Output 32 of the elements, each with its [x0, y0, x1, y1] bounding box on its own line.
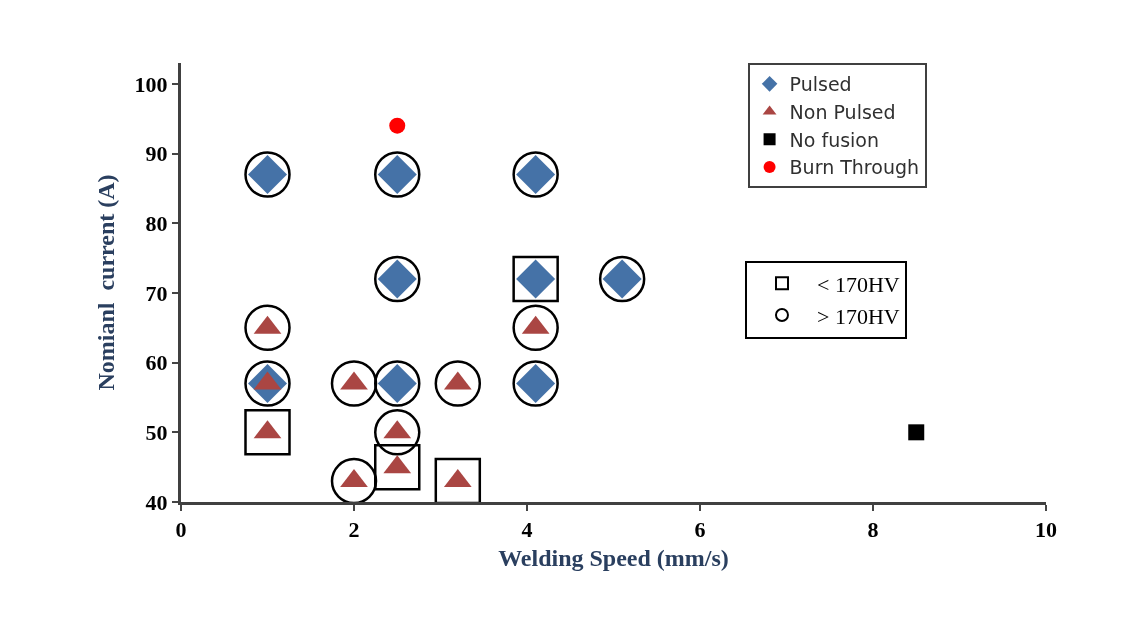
point — [908, 424, 925, 441]
point — [374, 443, 421, 491]
point — [330, 360, 378, 407]
y-tick-label: 60 — [145, 350, 168, 376]
point — [330, 457, 378, 502]
y-tick-label: 70 — [145, 280, 168, 306]
y-tick-label: 80 — [145, 210, 168, 236]
y-tick-label: 90 — [145, 141, 168, 167]
point — [374, 409, 421, 456]
legend-label: Pulsed — [789, 73, 852, 96]
y-tick-label: 100 — [134, 71, 168, 97]
point — [244, 409, 291, 456]
x-tick-label: 4 — [521, 517, 533, 543]
point — [434, 360, 482, 407]
x-tick-label: 8 — [867, 517, 879, 543]
legend-label: Burn Through — [789, 156, 920, 179]
legend-label: Non Pulsed — [789, 100, 896, 123]
legend-label: > 170HV — [816, 303, 900, 329]
x-axis-title: Welding Speed (mm/s) — [498, 544, 729, 571]
x-tick-label: 0 — [175, 517, 187, 543]
y-tick-label: 50 — [145, 420, 168, 446]
x-tick-label: 6 — [694, 517, 706, 543]
legend-label: < 170HV — [816, 271, 900, 297]
legend-label: No fusion — [789, 128, 880, 151]
y-tick-label: 40 — [145, 489, 168, 515]
point — [244, 304, 291, 352]
point — [434, 457, 482, 502]
point — [512, 304, 559, 352]
x-tick-label: 2 — [348, 517, 360, 543]
point — [389, 117, 406, 134]
y-axis-title: Nomianl current (A) — [92, 174, 119, 391]
x-tick-label: 10 — [1035, 517, 1057, 543]
